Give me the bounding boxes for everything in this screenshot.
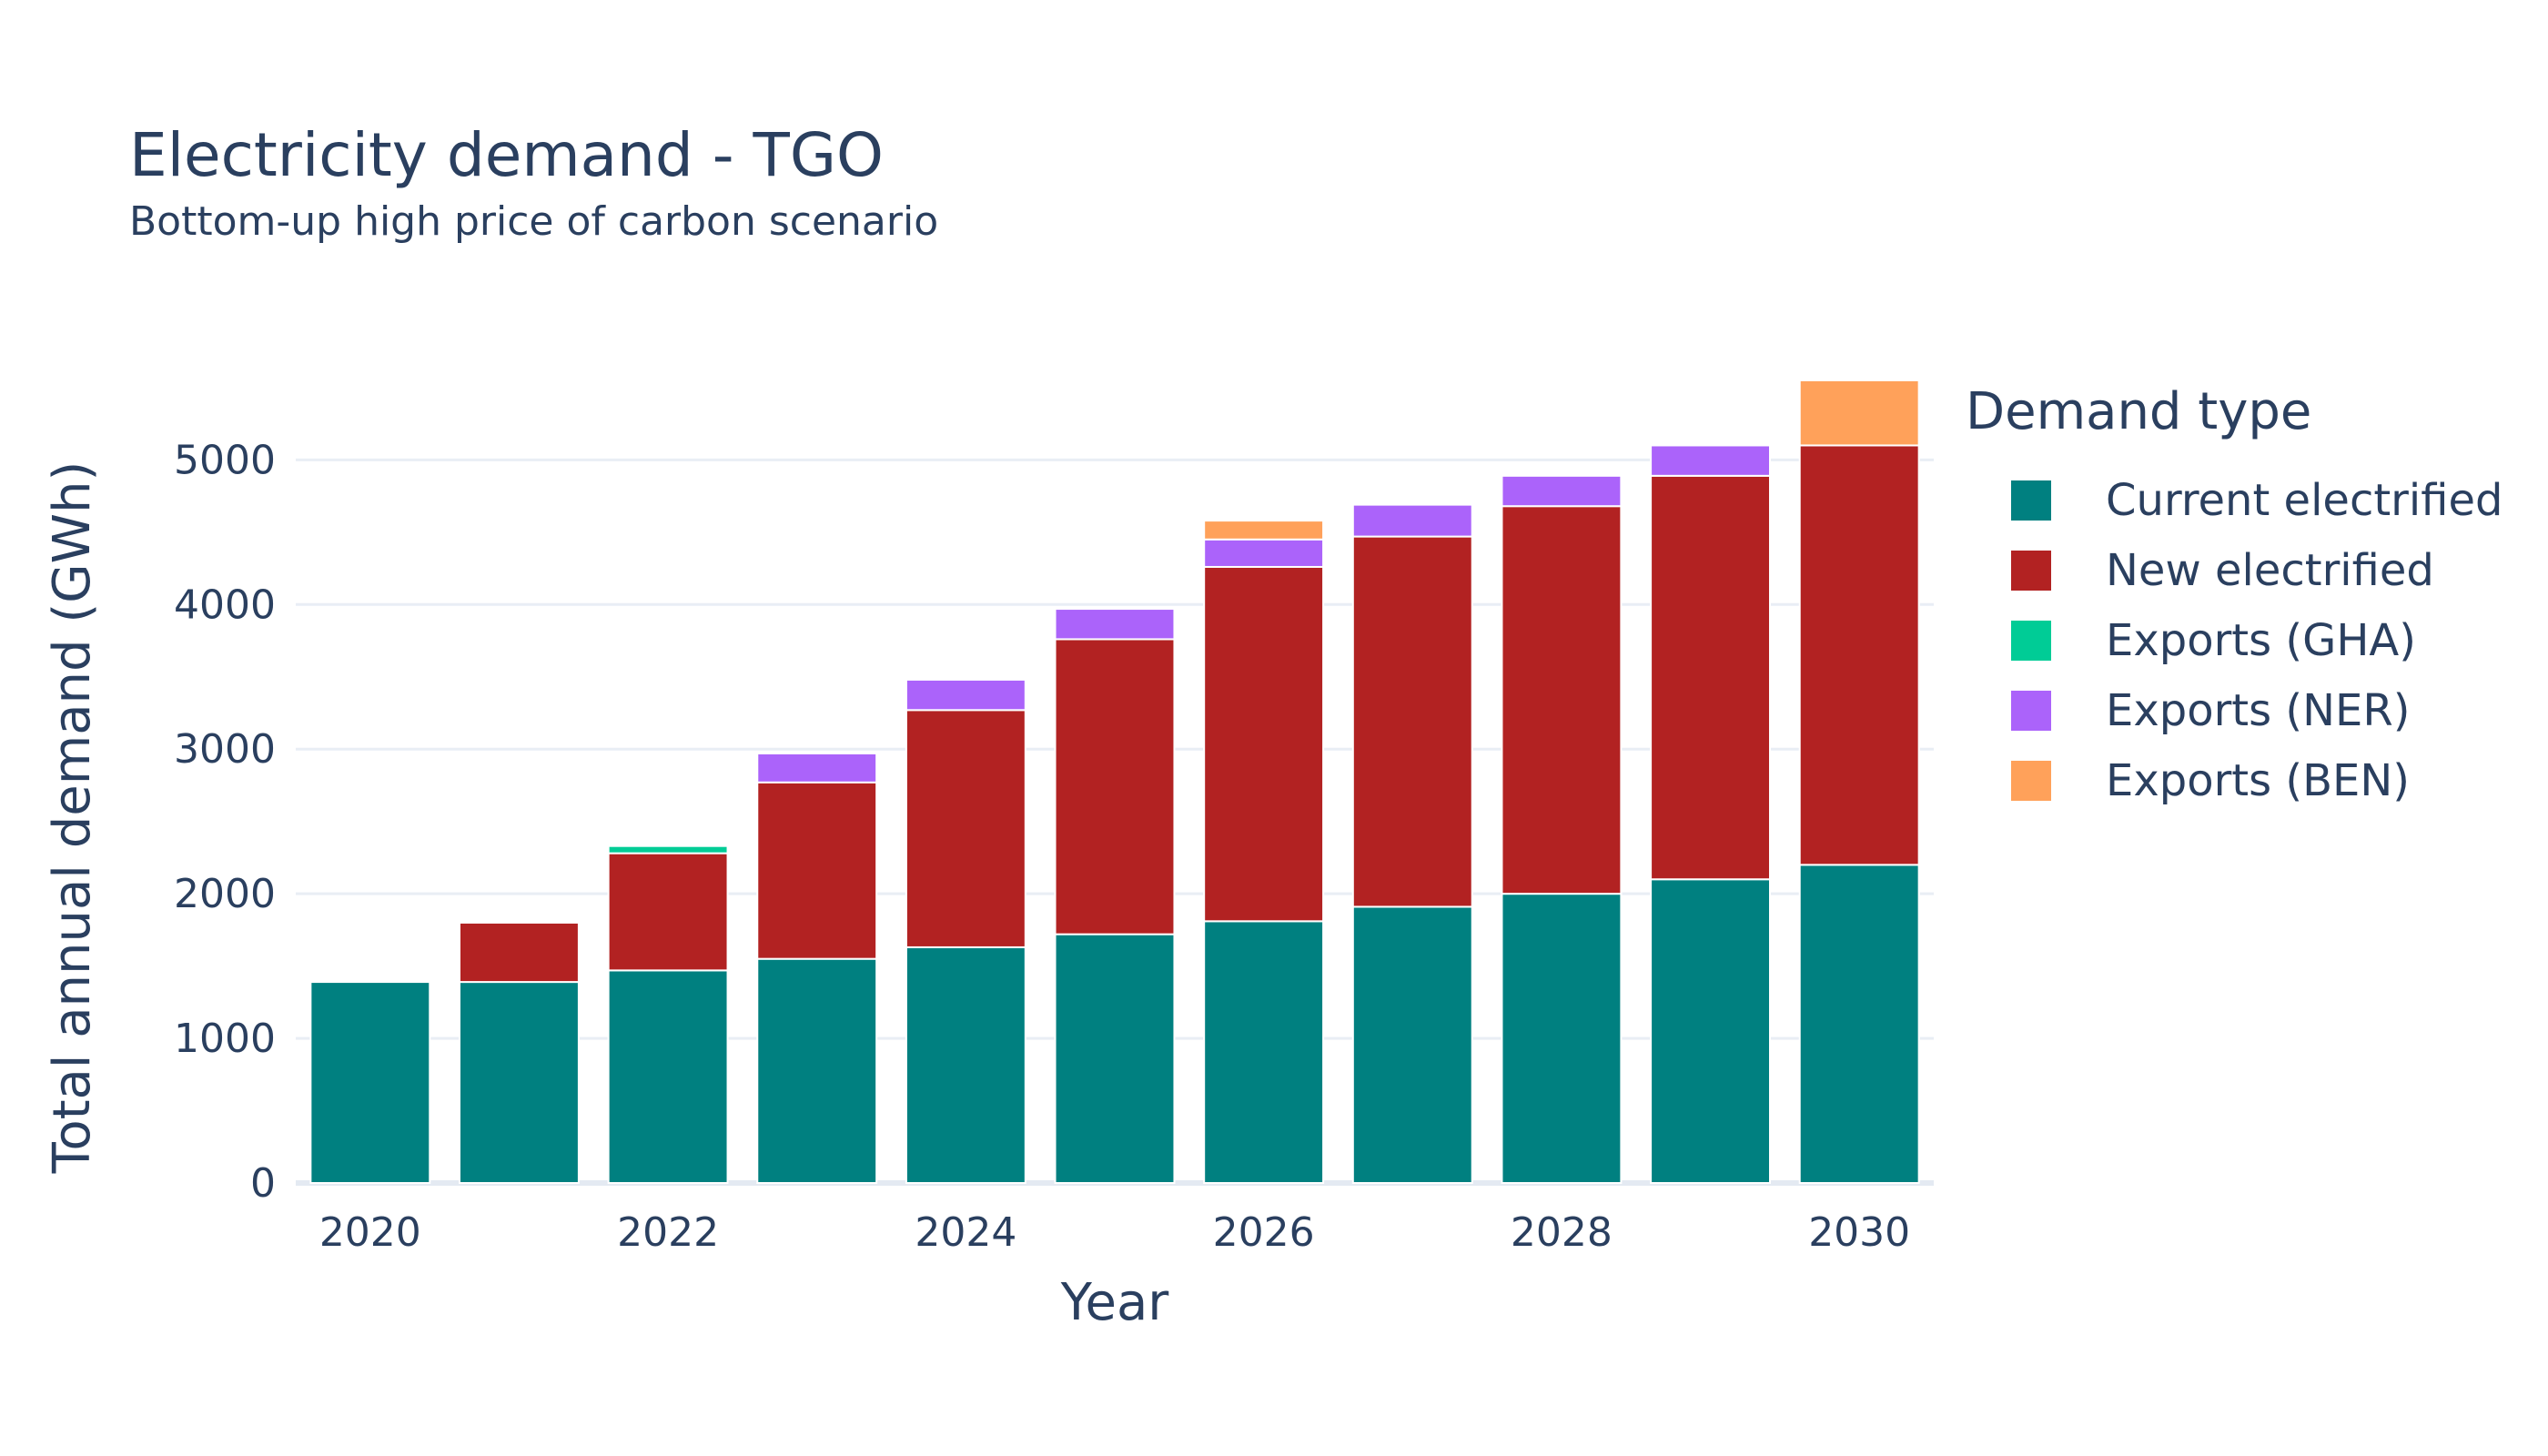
chart-subtitle: Bottom-up high price of carbon scenario bbox=[129, 198, 939, 245]
bar-exports-ner-2025[interactable] bbox=[1054, 608, 1176, 641]
bar-exports-ben-2026[interactable] bbox=[1203, 520, 1325, 541]
legend: Demand type Current electrified New elect… bbox=[1966, 387, 2502, 815]
bar-current-electrified-2029[interactable] bbox=[1650, 878, 1772, 1184]
bar-current-electrified-2023[interactable] bbox=[756, 957, 878, 1185]
bar-exports-ben-2030[interactable] bbox=[1798, 379, 1920, 447]
bar-current-electrified-2026[interactable] bbox=[1203, 920, 1325, 1184]
axis-ticks: 0 1000 2000 3000 4000 5000 2020 2022 2024 2026 202… bbox=[174, 437, 1910, 1256]
bar-exports-ner-2023[interactable] bbox=[756, 752, 878, 784]
x-tick-label: 2020 bbox=[319, 1209, 421, 1256]
bar-current-electrified-2020[interactable] bbox=[309, 981, 431, 1184]
legend-item-exports-ben[interactable]: Exports (BEN) bbox=[1966, 745, 2502, 815]
bar-new-electrified-2029[interactable] bbox=[1650, 474, 1772, 881]
bar-current-electrified-2025[interactable] bbox=[1054, 933, 1176, 1184]
y-tick-label: 2000 bbox=[174, 871, 276, 917]
legend-label: Exports (NER) bbox=[2106, 684, 2411, 736]
bar-new-electrified-2023[interactable] bbox=[756, 781, 878, 960]
bar-current-electrified-2028[interactable] bbox=[1501, 893, 1623, 1185]
legend-label: Exports (BEN) bbox=[2106, 754, 2411, 806]
bar-exports-gha-2022[interactable] bbox=[607, 844, 729, 854]
x-tick-label: 2028 bbox=[1511, 1209, 1613, 1256]
legend-label: Exports (GHA) bbox=[2106, 614, 2416, 666]
y-tick-label: 0 bbox=[250, 1160, 276, 1207]
bar-current-electrified-2022[interactable] bbox=[607, 969, 729, 1184]
y-axis-title: Total annual demand (GWh) bbox=[43, 461, 102, 1175]
legend-item-current-electrified[interactable]: Current electrified bbox=[1966, 465, 2502, 535]
x-tick-label: 2024 bbox=[915, 1209, 1016, 1256]
legend-item-new-electrified[interactable]: New electrified bbox=[1966, 535, 2502, 605]
bar-current-electrified-2024[interactable] bbox=[905, 945, 1026, 1184]
legend-swatch bbox=[2011, 690, 2051, 731]
y-tick-label: 5000 bbox=[174, 437, 276, 483]
x-tick-label: 2026 bbox=[1213, 1209, 1315, 1256]
bar-new-electrified-2024[interactable] bbox=[905, 709, 1026, 948]
legend-item-exports-ner[interactable]: Exports (NER) bbox=[1966, 675, 2502, 745]
legend-swatch bbox=[2011, 480, 2051, 521]
legend-title: Demand type bbox=[1966, 382, 2312, 441]
legend-items: Current electrified New electrified Export… bbox=[1966, 465, 2502, 815]
bar-new-electrified-2026[interactable] bbox=[1203, 565, 1325, 923]
bar-new-electrified-2030[interactable] bbox=[1798, 444, 1920, 866]
bar-new-electrified-2028[interactable] bbox=[1501, 505, 1623, 895]
y-tick-label: 1000 bbox=[174, 1016, 276, 1062]
bar-new-electrified-2021[interactable] bbox=[459, 921, 580, 984]
bar-new-electrified-2025[interactable] bbox=[1054, 638, 1176, 935]
y-tick-label: 3000 bbox=[174, 726, 276, 773]
x-tick-label: 2030 bbox=[1808, 1209, 1910, 1256]
x-tick-label: 2022 bbox=[617, 1209, 719, 1256]
bar-new-electrified-2022[interactable] bbox=[607, 852, 729, 972]
y-tick-label: 4000 bbox=[174, 581, 276, 628]
legend-swatch bbox=[2011, 760, 2051, 801]
bars bbox=[309, 379, 1920, 1185]
legend-label: Current electrified bbox=[2106, 474, 2503, 526]
bar-current-electrified-2030[interactable] bbox=[1798, 864, 1920, 1184]
bar-current-electrified-2021[interactable] bbox=[459, 981, 580, 1184]
chart-title: Electricity demand - TGO bbox=[129, 120, 884, 190]
bar-exports-ner-2028[interactable] bbox=[1501, 474, 1623, 508]
bar-exports-ner-2026[interactable] bbox=[1203, 538, 1325, 568]
bar-new-electrified-2027[interactable] bbox=[1351, 535, 1473, 908]
legend-swatch bbox=[2011, 550, 2051, 591]
bar-exports-ner-2029[interactable] bbox=[1650, 444, 1772, 477]
legend-item-exports-gha[interactable]: Exports (GHA) bbox=[1966, 605, 2502, 675]
bar-exports-ner-2027[interactable] bbox=[1351, 503, 1473, 538]
x-axis-title: Year bbox=[1060, 1273, 1170, 1332]
bar-exports-ner-2024[interactable] bbox=[905, 678, 1026, 712]
legend-label: New electrified bbox=[2106, 544, 2434, 596]
bar-current-electrified-2027[interactable] bbox=[1351, 905, 1473, 1184]
legend-swatch bbox=[2011, 620, 2051, 661]
